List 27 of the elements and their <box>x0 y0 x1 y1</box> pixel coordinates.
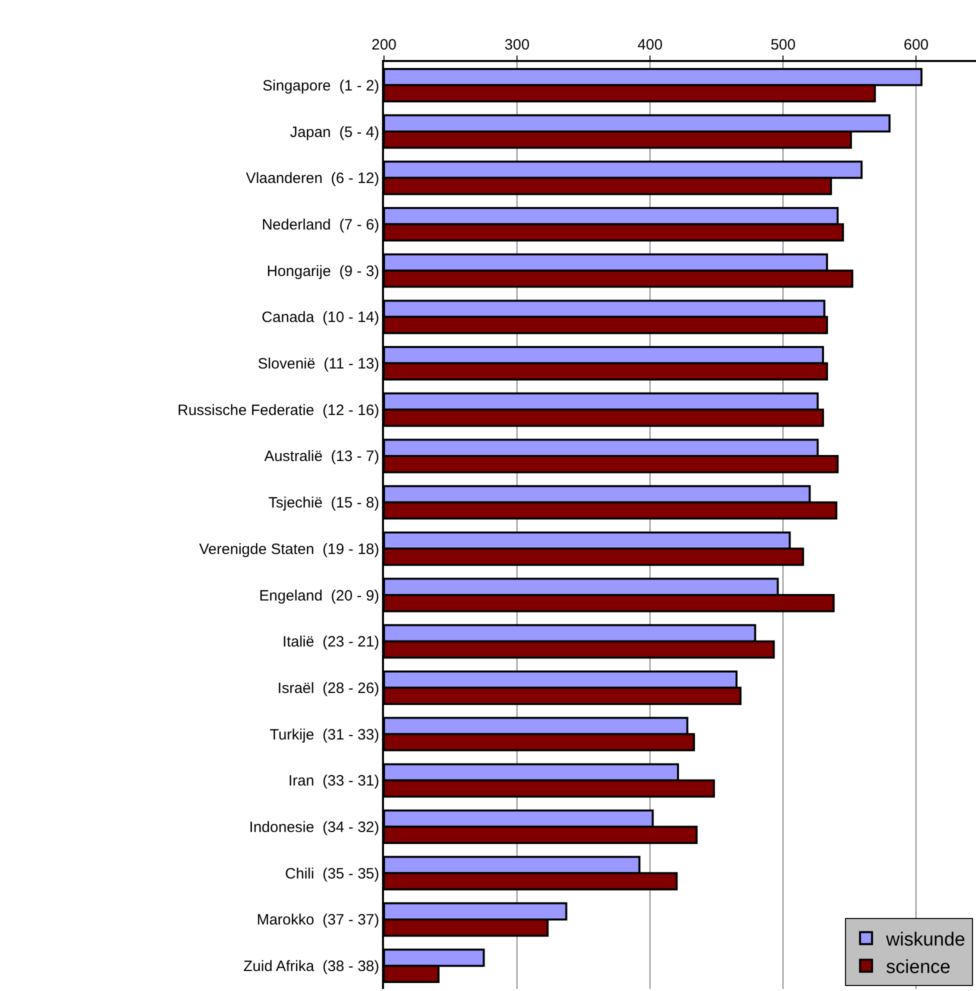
y-tick-label: Engeland (20 - 9) <box>259 587 380 604</box>
y-tick-label: Vlaanderen (6 - 12) <box>246 170 380 188</box>
y-tick-label: Marokko (37 - 37) <box>256 912 380 929</box>
y-tick-label: Canada (10 - 14) <box>262 309 380 326</box>
y-tick-label: Singapore (1 - 2) <box>262 77 380 94</box>
y-tick-label: Chili (35 - 35) <box>285 865 380 882</box>
x-tick-label: 400 <box>638 36 663 54</box>
y-tick-label: Australië (13 - 7) <box>264 448 380 466</box>
y-tick-label: Iran (33 - 31) <box>288 772 380 790</box>
y-tick-label: Israël (28 - 26) <box>278 680 380 697</box>
legend-label: wiskunde <box>885 929 966 950</box>
x-tick-label: 600 <box>904 36 929 54</box>
y-tick-label: Tsjechië (15 - 8) <box>268 494 380 512</box>
y-tick-label: Italië (23 - 21) <box>282 634 380 651</box>
y-tick-label: Japan (5 - 4) <box>290 124 380 141</box>
y-tick-label: Zuid Afrika (38 - 38) <box>243 958 380 976</box>
x-tick-label: 300 <box>504 36 530 54</box>
x-tick-label: 200 <box>371 36 397 54</box>
x-tick-label: 500 <box>770 36 796 54</box>
y-tick-label: Slovenië (11 - 13) <box>258 356 380 373</box>
y-tick-label: Verenigde Staten (19 - 18) <box>199 540 380 558</box>
y-tick-label: Nederland (7 - 6) <box>262 216 380 234</box>
legend-label: science <box>886 957 950 978</box>
y-tick-label: Turkije (31 - 33) <box>270 726 380 744</box>
y-tick-label: Hongarije (9 - 3) <box>266 262 380 280</box>
y-tick-label: Russische Federatie (12 - 16) <box>177 402 380 419</box>
y-tick-label: Indonesie (34 - 32) <box>249 819 380 836</box>
